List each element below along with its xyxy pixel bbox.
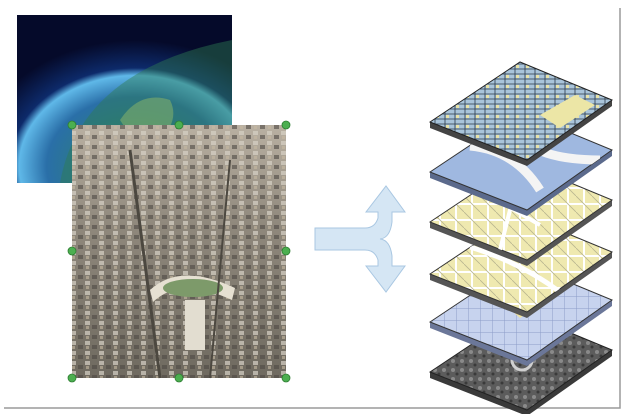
map-layers bbox=[428, 61, 614, 414]
frame-edge bbox=[4, 8, 621, 409]
split-arrow bbox=[314, 185, 406, 293]
city-image bbox=[72, 125, 286, 379]
map-layer bbox=[428, 61, 614, 166]
selection-handles bbox=[67, 120, 291, 383]
